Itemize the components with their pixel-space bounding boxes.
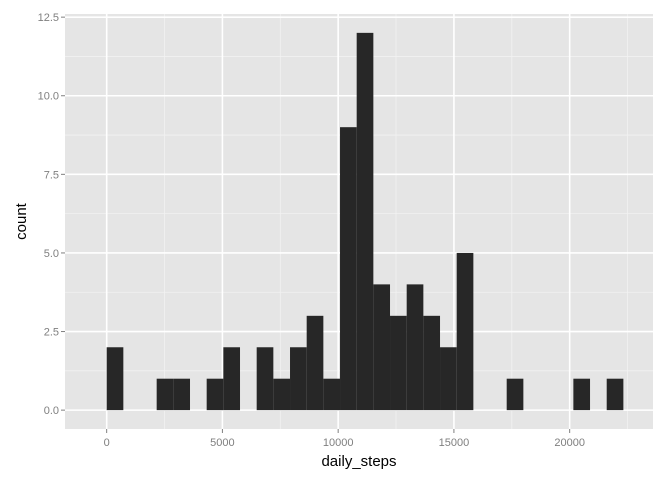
histogram-bar [323, 378, 341, 411]
histogram-bar [206, 378, 224, 411]
histogram-bars [106, 32, 624, 411]
histogram-bar [256, 347, 274, 411]
x-axis-ticks: 0 5000 10000 15000 20000 [104, 429, 585, 449]
y-tick-label: 5.0 [44, 248, 59, 260]
y-tick-label: 0.0 [44, 405, 59, 417]
histogram-bar [223, 347, 241, 411]
histogram-bar [156, 378, 174, 411]
histogram-bar [373, 284, 391, 411]
histogram-bar [573, 378, 591, 411]
histogram-bar [440, 347, 457, 411]
histogram-bar [606, 378, 624, 411]
x-tick-label: 15000 [439, 437, 470, 449]
y-tick-label: 12.5 [38, 12, 59, 24]
y-tick-label: 10.0 [38, 91, 59, 103]
histogram-bar [306, 315, 324, 411]
histogram-bar [406, 284, 424, 411]
x-tick-label: 20000 [554, 437, 585, 449]
histogram-bar [290, 347, 307, 411]
histogram-bar [356, 32, 374, 411]
x-tick-label: 0 [104, 437, 110, 449]
y-axis-title: count [13, 202, 30, 240]
histogram-bar [506, 378, 524, 411]
y-tick-label: 2.5 [44, 327, 59, 339]
y-tick-label: 7.5 [44, 169, 59, 181]
y-axis-ticks: 0.0 2.5 5.0 7.5 10.0 12.5 [38, 12, 65, 417]
x-tick-label: 10000 [323, 437, 354, 449]
x-axis-title: daily_steps [321, 453, 396, 470]
histogram-bar [273, 378, 291, 411]
x-tick-label: 5000 [210, 437, 234, 449]
histogram-bar [340, 127, 357, 411]
histogram-bar [173, 378, 191, 411]
histogram-bar [423, 315, 441, 411]
histogram-bar [456, 252, 474, 411]
histogram-bar [106, 347, 124, 411]
histogram-bar [390, 315, 407, 411]
